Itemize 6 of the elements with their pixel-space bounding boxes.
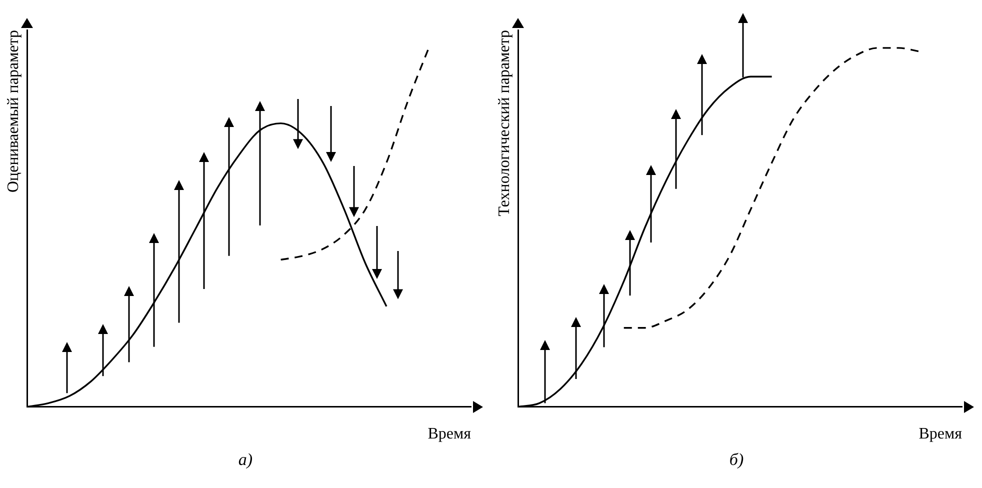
text: б): [728, 450, 745, 470]
x-axis-title: Время: [428, 426, 472, 443]
y-axis-title: Технологический параметр: [496, 30, 513, 216]
y-axis-title: Оцениваемый параметр: [4, 30, 22, 193]
text: а): [237, 450, 254, 470]
x-axis-title: Время: [918, 426, 963, 443]
